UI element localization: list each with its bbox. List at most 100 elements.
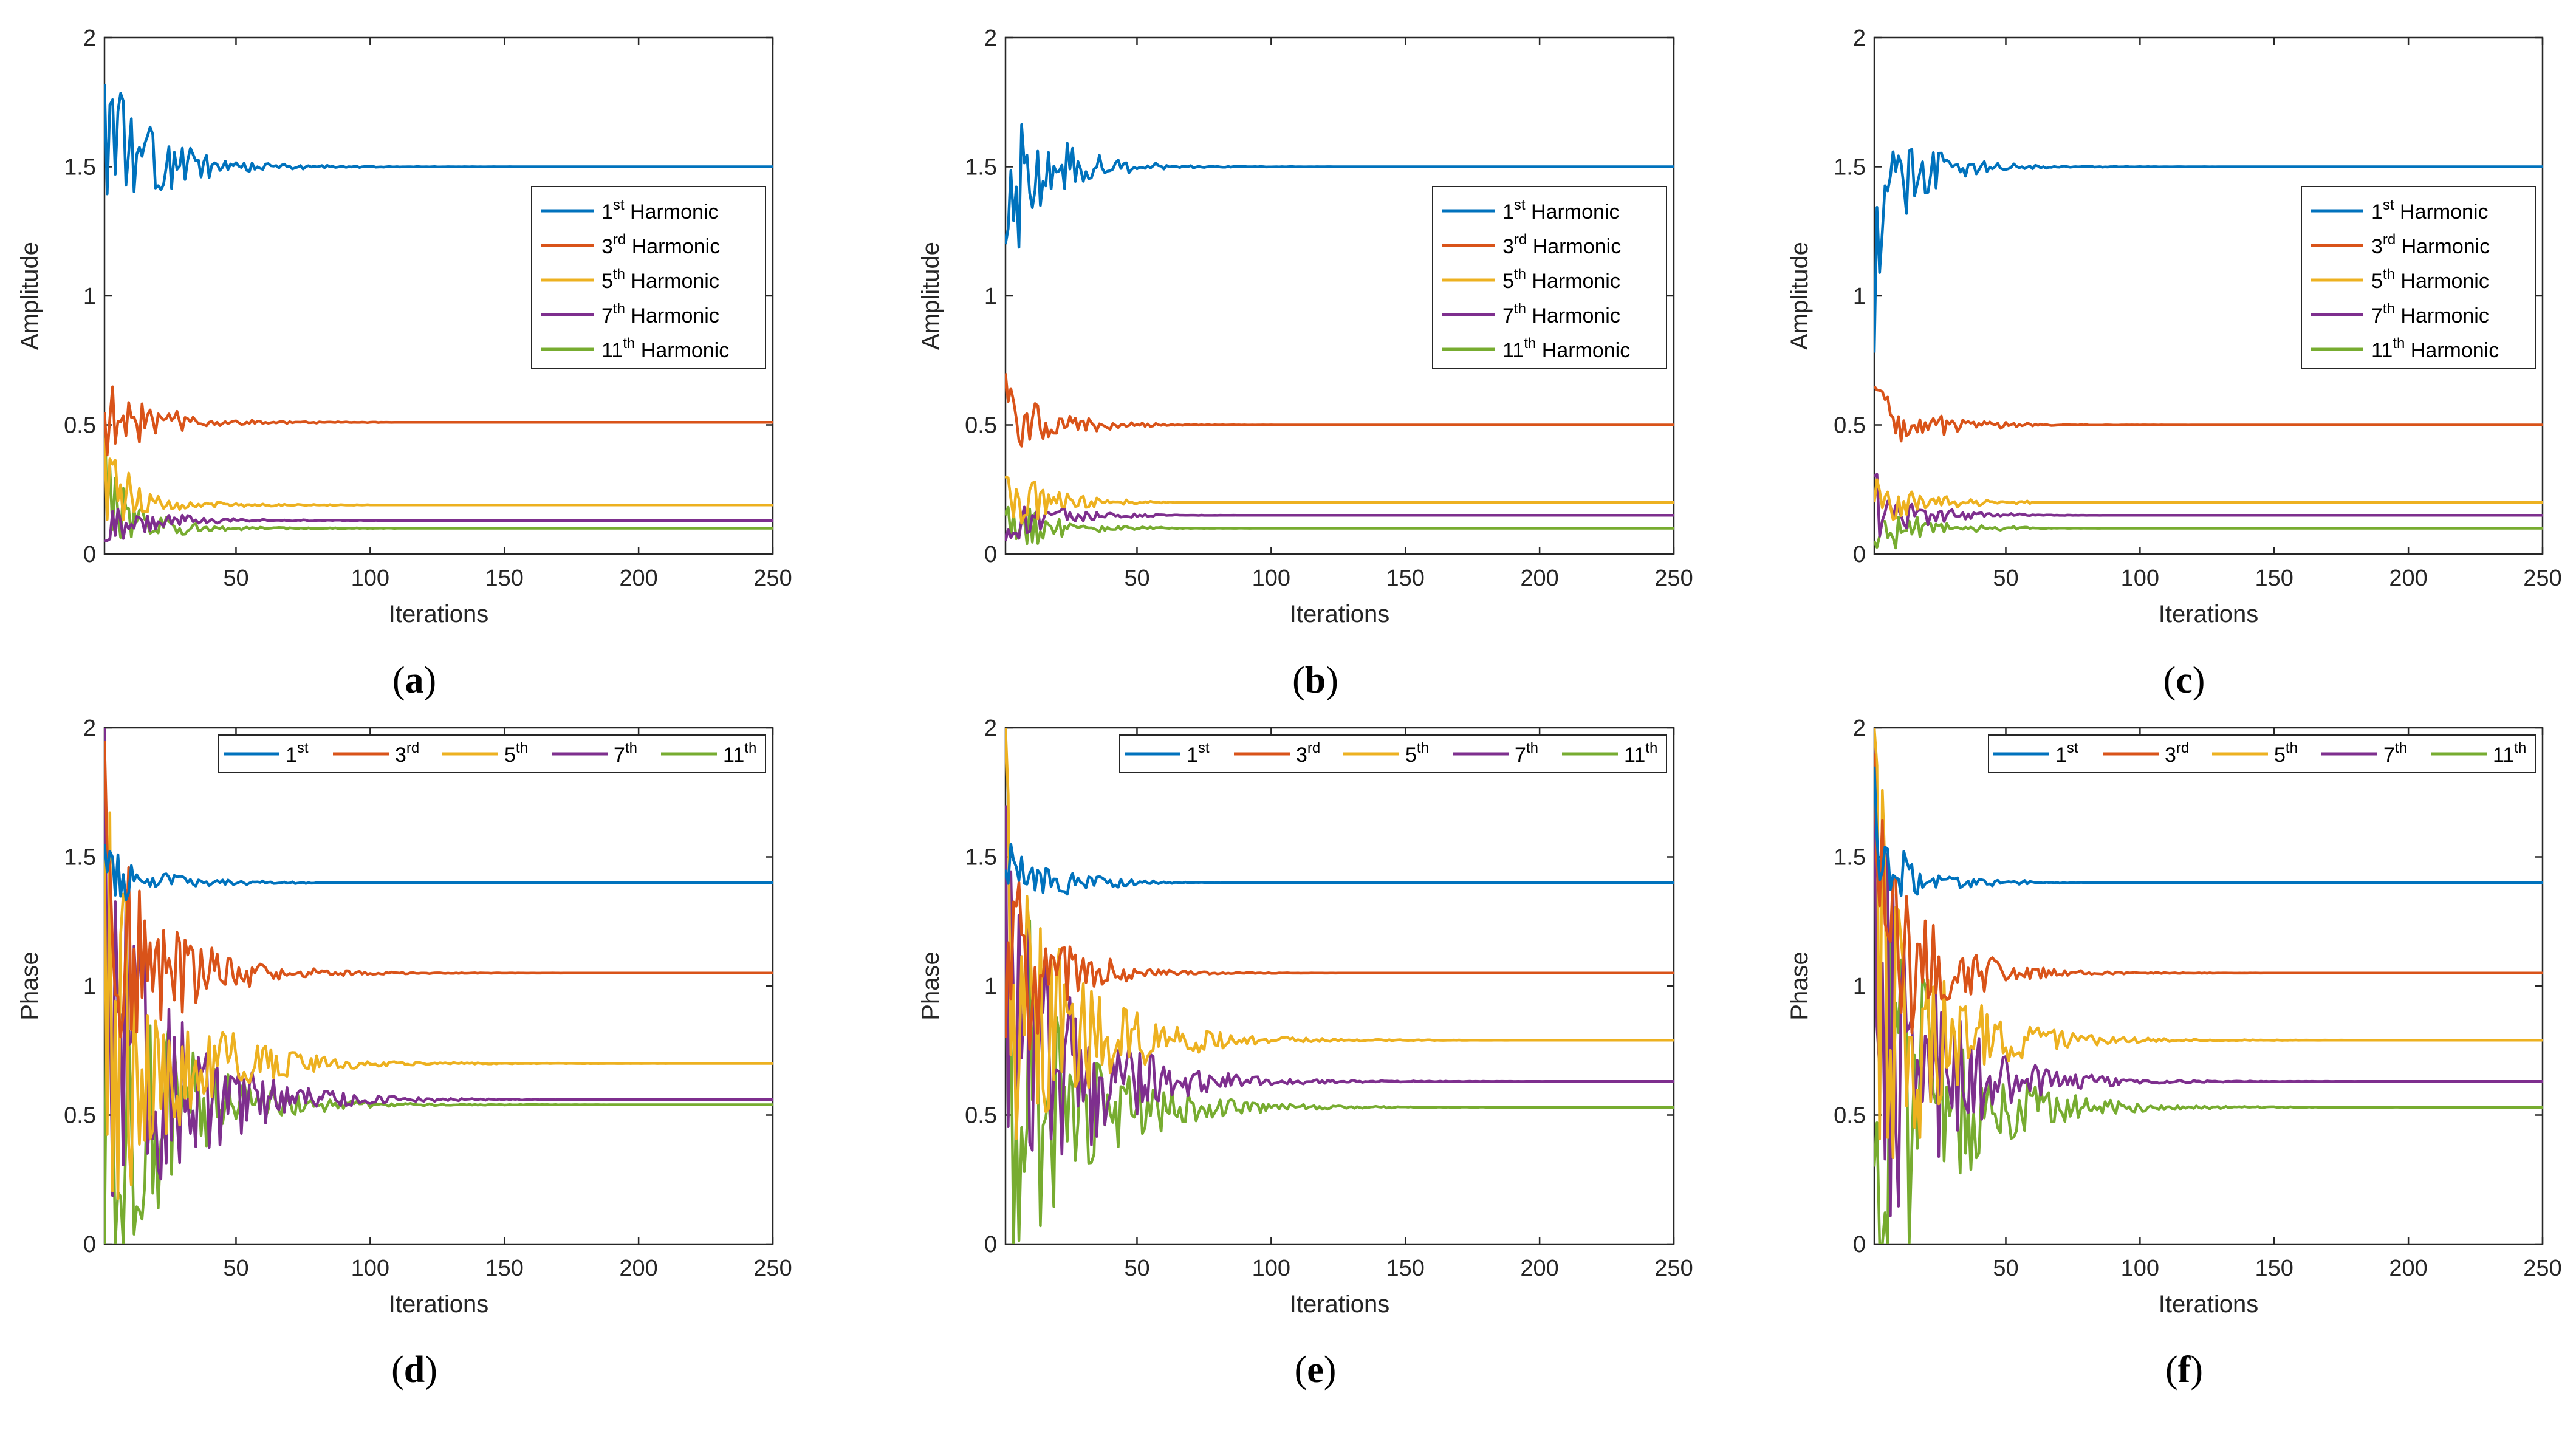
legend-label: 3rd: [395, 740, 419, 767]
panel-caption-b: (b): [1292, 660, 1338, 701]
legend-number: 3: [2371, 235, 2383, 258]
x-tick-label: 50: [223, 1256, 248, 1281]
x-tick-label: 250: [1654, 566, 1693, 591]
legend-number: 5: [2371, 270, 2383, 293]
legend-label: 3rd: [1296, 740, 1320, 767]
caption-letter: e: [1307, 1349, 1324, 1391]
legend-number: 3: [1502, 235, 1514, 258]
series-line-first: [104, 844, 773, 901]
series-line-third: [1005, 373, 1674, 448]
series-line-seventh: [1874, 728, 2543, 1217]
y-tick-label: 1: [984, 284, 997, 309]
series-line-seventh: [1005, 505, 1674, 542]
legend-number: 3: [395, 744, 406, 767]
legend-superscript: th: [1514, 301, 1526, 317]
x-tick-label: 250: [753, 1256, 792, 1281]
legend-number: 5: [601, 270, 613, 293]
series-line-third: [1874, 385, 2543, 443]
x-tick-label: 200: [619, 1256, 657, 1281]
series-line-seventh: [104, 508, 773, 543]
x-tick-label: 150: [1386, 566, 1425, 591]
y-tick-label: 0.5: [965, 413, 997, 439]
y-tick-label: 1.5: [1834, 155, 1866, 180]
y-tick-label: 2: [83, 26, 96, 51]
x-tick-label: 50: [1124, 1256, 1149, 1281]
x-tick-label: 100: [2121, 1256, 2159, 1281]
x-tick-label: 200: [1520, 1256, 1558, 1281]
legend-suffix: Harmonic: [2405, 339, 2499, 362]
legend-box: [1432, 186, 1667, 369]
y-tick-label: 2: [83, 716, 96, 741]
legend-label: 3rd Harmonic: [1502, 231, 1621, 258]
legend-superscript: st: [1198, 740, 1210, 756]
series-line-fifth: [1874, 478, 2543, 521]
x-tick-label: 250: [2523, 1256, 2561, 1281]
plot-area-f: [1873, 727, 2544, 1245]
y-tick-label: 1: [1853, 974, 1866, 999]
caption-open: (: [391, 1349, 404, 1391]
y-tick-label: 0: [83, 1232, 96, 1257]
panel-caption-f: (f): [2165, 1349, 2203, 1391]
legend-label: 1st: [286, 740, 309, 767]
legend-superscript: th: [2383, 301, 2395, 317]
legend-label: 1st: [2055, 740, 2078, 767]
legend-number: 11: [1624, 744, 1645, 767]
legend-superscript: th: [2286, 740, 2298, 756]
y-tick-label: 0.5: [1834, 1103, 1866, 1129]
legend-label: 1st Harmonic: [601, 197, 719, 224]
legend-number: 7: [601, 304, 613, 327]
legend-suffix: Harmonic: [625, 270, 719, 293]
legend: 1st 3rd 5th 7th 11th: [1988, 734, 2536, 773]
x-tick-label: 150: [1386, 1256, 1425, 1281]
x-tick-label: 150: [2255, 566, 2293, 591]
legend-superscript: rd: [613, 231, 626, 248]
legend-superscript: rd: [1514, 231, 1527, 248]
legend-number: 5: [2274, 744, 2286, 767]
legend-suffix: Harmonic: [626, 235, 720, 258]
y-tick-label: 1.5: [64, 845, 96, 871]
legend-number: 11: [723, 744, 744, 767]
legend-number: 5: [504, 744, 516, 767]
legend-number: 11: [2493, 744, 2514, 767]
legend-box: [531, 186, 766, 369]
y-tick-label: 1.5: [965, 155, 997, 180]
legend-label: 5th Harmonic: [2371, 266, 2489, 293]
x-axis-label: Iterations: [389, 601, 489, 628]
legend-label: 5th: [2274, 740, 2298, 767]
series-line-seventh: [1874, 473, 2543, 538]
panel-caption-c: (c): [2163, 660, 2205, 701]
y-tick-label: 0.5: [64, 1103, 96, 1129]
x-tick-label: 200: [2389, 566, 2427, 591]
x-tick-label: 100: [351, 566, 389, 591]
legend-label: 7th Harmonic: [1502, 301, 1620, 327]
legend-suffix: Harmonic: [1527, 235, 1621, 258]
legend-number: 1: [1187, 744, 1198, 767]
y-tick-label: 2: [1853, 716, 1866, 741]
legend-superscript: th: [613, 266, 625, 282]
series-line-eleventh: [1005, 505, 1674, 546]
legend-superscript: th: [2395, 740, 2407, 756]
legend-superscript: rd: [1307, 740, 1320, 756]
legend-label: 1st Harmonic: [2371, 197, 2489, 224]
legend-label: 5th Harmonic: [1502, 266, 1620, 293]
series-line-first: [1005, 123, 1674, 249]
legend-superscript: rd: [2383, 231, 2396, 248]
series-line-third: [1874, 753, 2543, 1035]
legend-number: 1: [2055, 744, 2067, 767]
legend-number: 11: [2371, 339, 2393, 362]
series-line-seventh: [104, 728, 773, 1197]
legend-label: 7th: [1515, 740, 1538, 767]
legend-label: 1st Harmonic: [1502, 197, 1620, 224]
legend-number: 11: [601, 339, 623, 362]
y-tick-label: 0: [1853, 542, 1866, 567]
legend-label: 1st: [1187, 740, 1210, 767]
x-tick-label: 50: [1993, 1256, 2018, 1281]
legend-number: 5: [1502, 270, 1514, 293]
series-line-first: [1874, 148, 2543, 353]
legend-number: 1: [286, 744, 297, 767]
legend-suffix: Harmonic: [2394, 200, 2489, 224]
caption-letter: a: [405, 660, 424, 701]
